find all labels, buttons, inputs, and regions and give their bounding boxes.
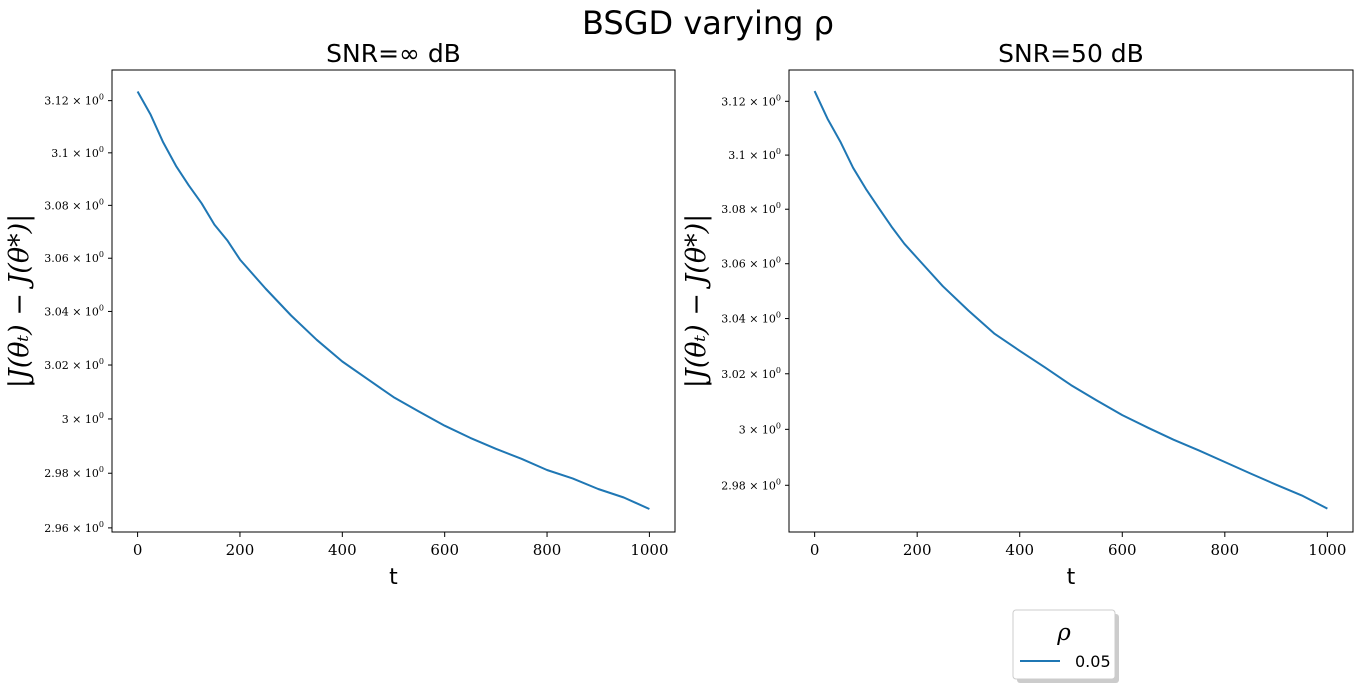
- figure-suptitle: BSGD varying ρ: [582, 4, 834, 42]
- y-tick-label: 3.06 × 100: [44, 250, 104, 265]
- y-tick-label: 3.06 × 100: [721, 256, 781, 271]
- axes-frame: [788, 69, 1354, 533]
- y-tick-label: 3.1 × 100: [51, 145, 104, 160]
- axes-title: SNR=50 dB: [998, 39, 1144, 68]
- x-tick-label: 1000: [630, 541, 668, 559]
- legend-title: ρ: [1056, 620, 1071, 646]
- axes-title: SNR=∞ dB: [326, 39, 461, 68]
- y-tick-label: 3.12 × 100: [44, 93, 104, 108]
- y-axis-label: |J(θₜ) − J(θ*)|: [4, 214, 35, 388]
- axes-frame: [111, 69, 676, 533]
- plot-snr-50: SNR=50 dB t |J(θₜ) − J(θ*)| 0 200 400 600 800 10…: [681, 39, 1354, 590]
- y-tick-label: 3.08 × 100: [721, 201, 781, 216]
- series-line-0-05: [813, 90, 1328, 510]
- y-tick-label: 3.02 × 100: [721, 366, 781, 381]
- y-tick-label: 2.98 × 100: [44, 465, 104, 480]
- x-tick-label: 0: [133, 541, 143, 559]
- y-tick-label: 3.04 × 100: [721, 311, 781, 326]
- y-tick-label: 3 × 100: [739, 421, 781, 436]
- y-tick-label: 3.04 × 100: [44, 303, 104, 318]
- y-tick-label: 3.02 × 100: [44, 357, 104, 372]
- x-axis-label: t: [389, 565, 398, 590]
- y-tick-label: 3.08 × 100: [44, 197, 104, 212]
- plot-snr-inf: SNR=∞ dB t |J(θₜ) − J(θ*)| 0 200 400 600 800 100…: [4, 39, 676, 590]
- x-tick-label: 400: [1005, 541, 1034, 559]
- x-tick-label: 800: [533, 541, 562, 559]
- x-axis-label: t: [1067, 565, 1076, 590]
- y-tick-label: 3.12 × 100: [721, 93, 781, 108]
- legend: ρ 0.05: [1012, 609, 1119, 683]
- legend-entry-label: 0.05: [1075, 652, 1111, 671]
- y-axis-label: |J(θₜ) − J(θ*)|: [681, 214, 712, 388]
- series-line-0-05: [136, 91, 650, 510]
- y-tick-label: 2.96 × 100: [44, 520, 104, 535]
- x-tick-label: 200: [226, 541, 255, 559]
- x-tick-label: 0: [810, 541, 820, 559]
- y-tick-label: 2.98 × 100: [721, 477, 781, 492]
- x-tick-label: 600: [430, 541, 459, 559]
- y-tick-label: 3 × 100: [62, 411, 104, 426]
- x-tick-label: 800: [1210, 541, 1239, 559]
- y-tick-label: 3.1 × 100: [728, 147, 781, 162]
- x-tick-label: 200: [903, 541, 932, 559]
- x-tick-label: 1000: [1308, 541, 1346, 559]
- x-tick-label: 400: [328, 541, 357, 559]
- x-tick-label: 600: [1108, 541, 1137, 559]
